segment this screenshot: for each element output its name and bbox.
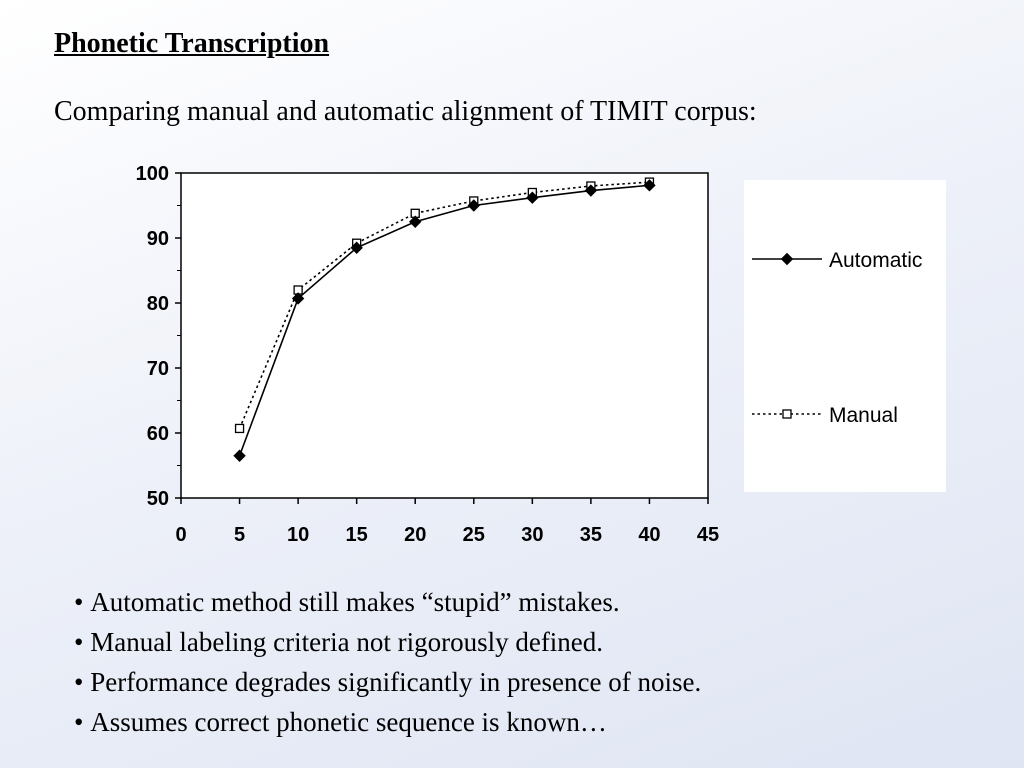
automatic-point bbox=[584, 184, 598, 197]
x-tick-label: 0 bbox=[175, 524, 186, 546]
x-axis: 0 5 10 15 20 25 30 35 40 45 bbox=[175, 498, 719, 546]
legend-marker-automatic bbox=[780, 252, 794, 266]
y-tick-label: 50 bbox=[147, 488, 169, 510]
automatic-point bbox=[467, 199, 480, 212]
legend-item-automatic: Automatic bbox=[752, 249, 922, 272]
legend-label-manual: Manual bbox=[829, 404, 898, 427]
y-tick-label: 60 bbox=[147, 423, 169, 445]
bullet-list: Automatic method still makes “stupid” mi… bbox=[74, 582, 701, 742]
x-tick-label: 20 bbox=[404, 524, 426, 546]
automatic-point bbox=[233, 449, 246, 462]
manual-line bbox=[238, 181, 650, 429]
bullet-item: Assumes correct phonetic sequence is kno… bbox=[74, 702, 701, 742]
x-tick-label: 45 bbox=[697, 524, 719, 546]
bullet-item: Automatic method still makes “stupid” mi… bbox=[74, 582, 701, 622]
plot-area: 50 60 70 80 90 100 0 5 10 15 20 25 30 35 40 45 bbox=[136, 163, 720, 546]
slide-subtitle: Comparing manual and automatic alignment… bbox=[54, 96, 757, 127]
legend-marker-manual bbox=[782, 409, 792, 419]
automatic-point bbox=[643, 179, 656, 192]
legend-box bbox=[744, 180, 946, 492]
legend-label-automatic: Automatic bbox=[829, 249, 922, 272]
plot-background bbox=[181, 173, 708, 498]
alignment-chart: 50 60 70 80 90 100 0 5 10 15 20 25 30 35 40 45 Automat… bbox=[135, 163, 946, 546]
series-group bbox=[233, 177, 656, 462]
x-tick-label: 40 bbox=[638, 524, 660, 546]
x-tick-label: 30 bbox=[521, 524, 543, 546]
x-tick-label: 35 bbox=[580, 524, 602, 546]
x-tick-label: 15 bbox=[346, 524, 368, 546]
automatic-point bbox=[409, 215, 422, 228]
y-tick-label: 80 bbox=[147, 293, 169, 315]
bullet-item: Manual labeling criteria not rigorously … bbox=[74, 622, 701, 662]
automatic-point bbox=[291, 292, 305, 305]
x-tick-label: 5 bbox=[234, 524, 245, 546]
legend: Automatic Manual bbox=[744, 180, 946, 492]
x-tick-label: 10 bbox=[287, 524, 309, 546]
automatic-series bbox=[233, 179, 656, 462]
y-tick-label: 70 bbox=[147, 358, 169, 380]
bullet-item: Performance degrades significantly in pr… bbox=[74, 662, 701, 702]
legend-item-manual: Manual bbox=[752, 404, 898, 427]
automatic-line bbox=[238, 184, 650, 457]
y-tick-label: 100 bbox=[136, 163, 169, 185]
x-tick-label: 25 bbox=[463, 524, 485, 546]
plot-frame bbox=[180, 172, 709, 499]
automatic-point bbox=[350, 241, 363, 254]
y-axis: 50 60 70 80 90 100 bbox=[136, 163, 181, 510]
automatic-point bbox=[526, 191, 539, 204]
manual-point bbox=[234, 423, 245, 434]
slide-title: Phonetic Transcription bbox=[54, 28, 330, 59]
y-tick-label: 90 bbox=[147, 228, 169, 250]
